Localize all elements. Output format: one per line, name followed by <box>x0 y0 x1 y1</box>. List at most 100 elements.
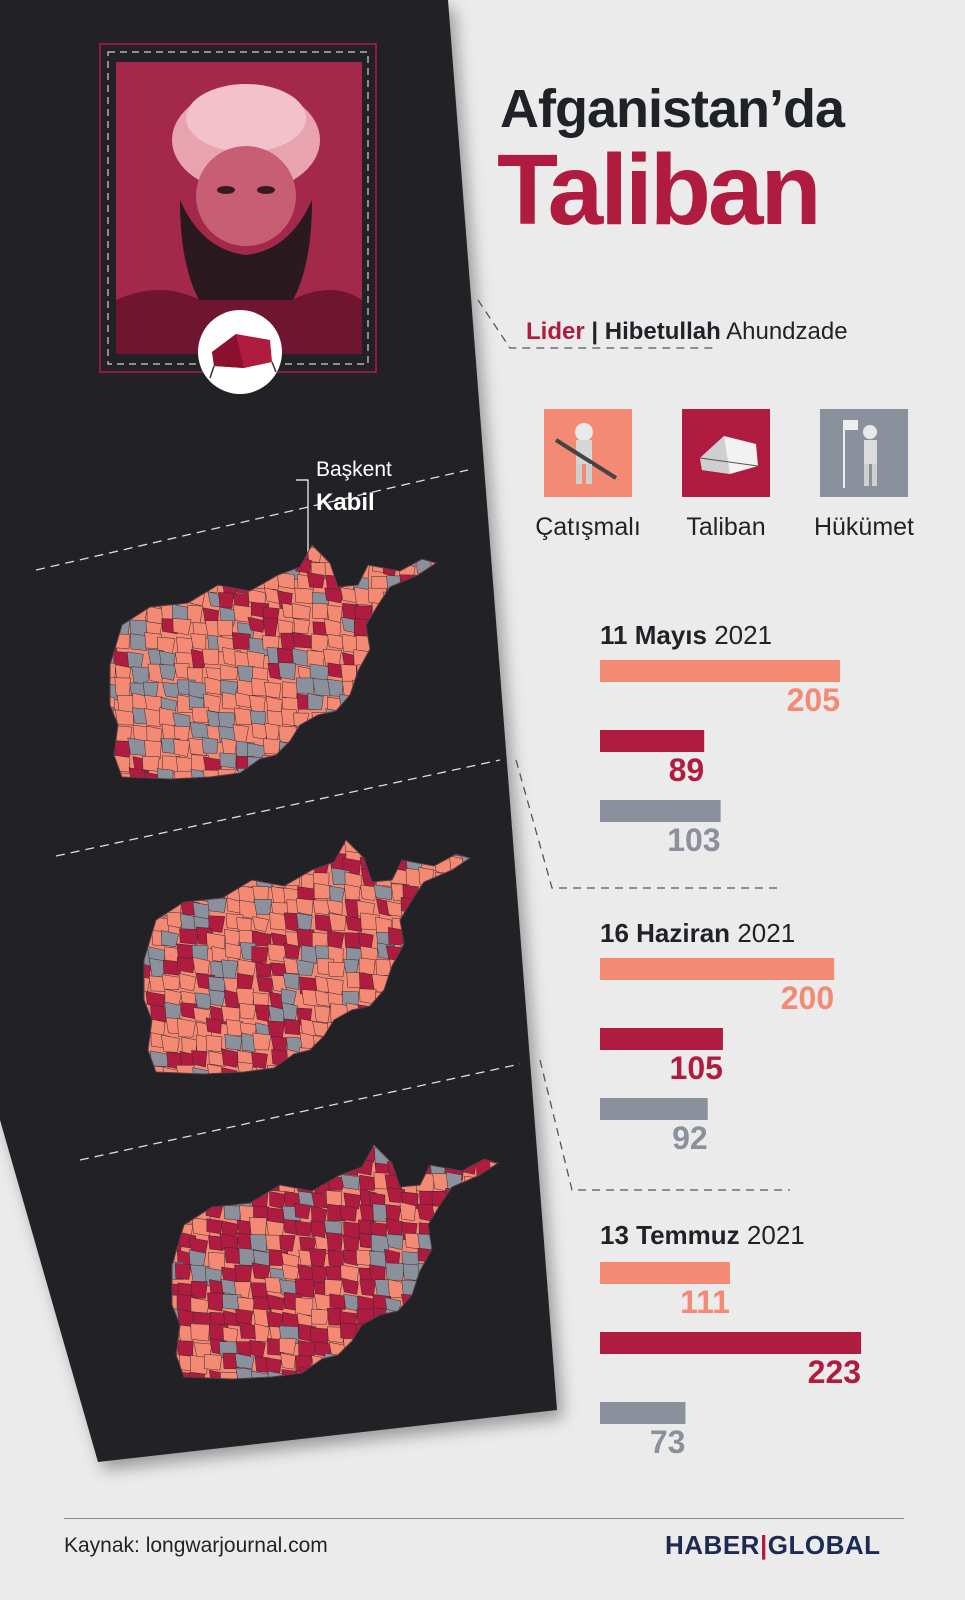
district <box>223 1310 240 1327</box>
district <box>188 1372 205 1379</box>
district <box>282 972 300 990</box>
bar-july-contested <box>600 1262 730 1284</box>
district <box>282 681 299 700</box>
district <box>192 1067 211 1074</box>
district <box>325 1266 343 1282</box>
district <box>159 664 177 681</box>
district <box>176 636 193 655</box>
value-label-june-government: 92 <box>672 1120 708 1156</box>
district <box>225 1019 243 1037</box>
district <box>313 883 333 899</box>
district <box>328 885 345 903</box>
leader-connector <box>477 299 716 349</box>
district <box>264 1277 282 1294</box>
leader-last-name: Ahundzade <box>726 318 848 345</box>
district <box>252 1032 272 1051</box>
leader-first-name: Hibetullah <box>604 318 721 345</box>
district <box>276 572 295 590</box>
district <box>218 592 234 609</box>
district <box>326 1232 343 1251</box>
district <box>296 912 313 932</box>
district <box>234 1352 255 1370</box>
district <box>144 740 162 760</box>
district <box>205 1034 223 1053</box>
district <box>298 1340 316 1358</box>
district <box>254 1323 270 1342</box>
district <box>142 755 160 772</box>
district <box>220 1371 239 1379</box>
district <box>114 709 134 726</box>
bar-june-government <box>600 1098 708 1120</box>
district <box>341 1277 359 1295</box>
district <box>307 692 324 710</box>
district <box>312 603 329 619</box>
leader-separator: | <box>591 318 599 345</box>
district <box>295 1220 312 1237</box>
title-line2: Taliban <box>497 134 822 246</box>
district <box>192 956 210 975</box>
capital-label: Başkent <box>316 458 392 481</box>
value-label-june-taliban: 105 <box>669 1050 723 1086</box>
district <box>129 633 149 651</box>
district <box>221 959 239 979</box>
district <box>221 1067 238 1074</box>
district <box>201 648 220 666</box>
district <box>235 987 254 1006</box>
district <box>343 1293 360 1312</box>
district <box>280 1352 296 1370</box>
district <box>162 1066 180 1074</box>
capital-name: Kabil <box>316 489 375 516</box>
bar-may-government <box>600 800 721 822</box>
district <box>173 662 190 679</box>
district <box>340 1174 360 1191</box>
district <box>327 678 344 697</box>
district <box>291 631 312 649</box>
district <box>234 1281 252 1299</box>
district <box>206 1218 223 1235</box>
legend-label-contested: Çatışmalı <box>535 513 641 541</box>
district <box>279 1337 297 1355</box>
district <box>340 664 357 683</box>
district <box>219 664 238 681</box>
value-label-may-taliban: 89 <box>668 752 705 788</box>
value-label-july-taliban: 223 <box>807 1354 862 1390</box>
district <box>342 1234 360 1253</box>
legend-icons <box>544 409 908 497</box>
district <box>178 973 197 992</box>
source-text: Kaynak: longwarjournal.com <box>64 1534 328 1557</box>
district <box>342 1249 360 1266</box>
district <box>127 737 146 756</box>
district <box>239 1322 256 1340</box>
district <box>281 1002 298 1020</box>
district <box>179 928 198 945</box>
district <box>250 1370 271 1379</box>
bar-july-government <box>600 1402 686 1424</box>
map-border <box>143 839 472 1075</box>
connector-3 <box>539 1059 790 1191</box>
district <box>221 1048 238 1068</box>
district <box>296 928 315 949</box>
district <box>233 707 254 725</box>
bar-june-taliban <box>600 1028 723 1050</box>
district <box>326 1307 343 1326</box>
district <box>255 961 272 978</box>
district <box>148 957 166 978</box>
district <box>278 662 296 681</box>
district <box>306 572 325 589</box>
bar-may-contested <box>600 660 840 682</box>
bar-june-contested <box>600 958 835 980</box>
district <box>310 1220 327 1239</box>
district <box>294 1202 311 1220</box>
district <box>311 1308 330 1325</box>
district <box>232 724 249 743</box>
district <box>294 587 314 605</box>
district <box>177 1018 196 1038</box>
district <box>205 1017 222 1034</box>
district <box>190 633 207 651</box>
district <box>239 1002 257 1020</box>
map-border <box>109 544 438 780</box>
district <box>204 1354 223 1371</box>
district <box>160 930 179 948</box>
district <box>359 1174 376 1191</box>
bar-may-taliban <box>600 730 705 752</box>
